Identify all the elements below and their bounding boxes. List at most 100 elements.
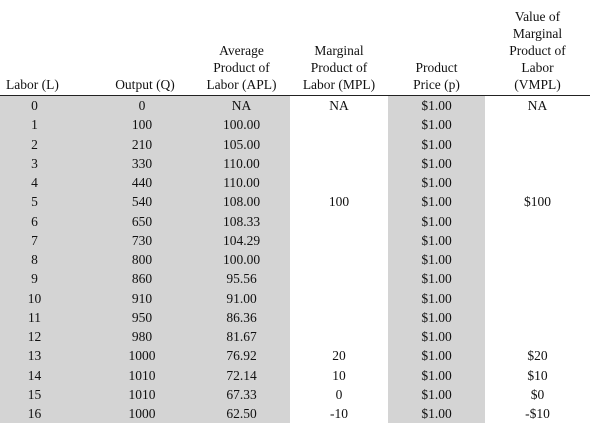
cell-mpl bbox=[290, 289, 388, 308]
cell-price: $1.00 bbox=[388, 366, 485, 385]
cell-apl: 86.36 bbox=[193, 308, 290, 327]
header-apl-line-2: Product of bbox=[193, 59, 290, 76]
cell-mpl: NA bbox=[290, 96, 388, 116]
header-vmpl-line-3: Product of bbox=[485, 42, 590, 59]
cell-output: 440 bbox=[97, 173, 193, 192]
cell-vmpl bbox=[485, 289, 590, 308]
cell-vmpl bbox=[485, 115, 590, 134]
cell-apl: 100.00 bbox=[193, 115, 290, 134]
header-price-line-1: Product bbox=[388, 59, 485, 76]
cell-output: 860 bbox=[97, 269, 193, 288]
cell-vmpl bbox=[485, 173, 590, 192]
header-output-line: Output (Q) bbox=[97, 76, 193, 93]
cell-mpl: -10 bbox=[290, 404, 388, 423]
header-apl: Average Product of Labor (APL) bbox=[193, 0, 290, 96]
header-mpl-line-3: Labor (MPL) bbox=[290, 76, 388, 93]
cell-apl: 81.67 bbox=[193, 327, 290, 346]
cell-output: 210 bbox=[97, 135, 193, 154]
cell-mpl bbox=[290, 212, 388, 231]
cell-apl: 104.29 bbox=[193, 231, 290, 250]
cell-mpl bbox=[290, 115, 388, 134]
cell-output: 980 bbox=[97, 327, 193, 346]
cell-output: 1010 bbox=[97, 366, 193, 385]
header-apl-line-3: Labor (APL) bbox=[193, 76, 290, 93]
header-price-line-2: Price (p) bbox=[388, 76, 485, 93]
cell-price: $1.00 bbox=[388, 308, 485, 327]
cell-apl: 105.00 bbox=[193, 135, 290, 154]
header-mpl-line-2: Product of bbox=[290, 59, 388, 76]
cell-output: 1000 bbox=[97, 346, 193, 365]
cell-price: $1.00 bbox=[388, 327, 485, 346]
cell-output: 650 bbox=[97, 212, 193, 231]
cell-price: $1.00 bbox=[388, 212, 485, 231]
cell-apl: 91.00 bbox=[193, 289, 290, 308]
cell-labor: 7 bbox=[0, 231, 97, 250]
cell-labor: 0 bbox=[0, 96, 97, 116]
cell-output: 1000 bbox=[97, 404, 193, 423]
cell-price: $1.00 bbox=[388, 173, 485, 192]
cell-labor: 11 bbox=[0, 308, 97, 327]
cell-output: 100 bbox=[97, 115, 193, 134]
header-vmpl-line-5: (VMPL) bbox=[485, 76, 590, 93]
cell-price: $1.00 bbox=[388, 231, 485, 250]
cell-vmpl bbox=[485, 327, 590, 346]
cell-output: 800 bbox=[97, 250, 193, 269]
cell-labor: 5 bbox=[0, 192, 97, 211]
cell-mpl bbox=[290, 135, 388, 154]
cell-vmpl bbox=[485, 212, 590, 231]
cell-price: $1.00 bbox=[388, 96, 485, 116]
cell-labor: 13 bbox=[0, 346, 97, 365]
cell-vmpl bbox=[485, 135, 590, 154]
cell-vmpl: $100 bbox=[485, 192, 590, 211]
cell-labor: 1 bbox=[0, 115, 97, 134]
cell-output: 730 bbox=[97, 231, 193, 250]
cell-output: 540 bbox=[97, 192, 193, 211]
cell-apl: 76.92 bbox=[193, 346, 290, 365]
cell-mpl: 10 bbox=[290, 366, 388, 385]
cell-vmpl bbox=[485, 231, 590, 250]
cell-vmpl: NA bbox=[485, 96, 590, 116]
cell-apl: 108.00 bbox=[193, 192, 290, 211]
cell-mpl bbox=[290, 308, 388, 327]
cell-mpl bbox=[290, 173, 388, 192]
cell-apl: 110.00 bbox=[193, 154, 290, 173]
cell-apl: 72.14 bbox=[193, 366, 290, 385]
header-apl-line-1: Average bbox=[193, 42, 290, 59]
cell-apl: 95.56 bbox=[193, 269, 290, 288]
cell-labor: 14 bbox=[0, 366, 97, 385]
cell-price: $1.00 bbox=[388, 250, 485, 269]
cell-output: 0 bbox=[97, 96, 193, 116]
cell-mpl bbox=[290, 269, 388, 288]
header-vmpl: Value of Marginal Product of Labor (VMPL… bbox=[485, 0, 590, 96]
header-mpl-line-1: Marginal bbox=[290, 42, 388, 59]
cell-price: $1.00 bbox=[388, 115, 485, 134]
cell-apl: 110.00 bbox=[193, 173, 290, 192]
cell-vmpl: $0 bbox=[485, 385, 590, 404]
cell-apl: 100.00 bbox=[193, 250, 290, 269]
cell-mpl: 0 bbox=[290, 385, 388, 404]
cell-apl: NA bbox=[193, 96, 290, 116]
header-vmpl-line-2: Marginal bbox=[485, 25, 590, 42]
cell-labor: 2 bbox=[0, 135, 97, 154]
cell-mpl bbox=[290, 250, 388, 269]
cell-apl: 62.50 bbox=[193, 404, 290, 423]
cell-apl: 67.33 bbox=[193, 385, 290, 404]
header-vmpl-line-4: Labor bbox=[485, 59, 590, 76]
cell-labor: 9 bbox=[0, 269, 97, 288]
cell-apl: 108.33 bbox=[193, 212, 290, 231]
cell-labor: 6 bbox=[0, 212, 97, 231]
